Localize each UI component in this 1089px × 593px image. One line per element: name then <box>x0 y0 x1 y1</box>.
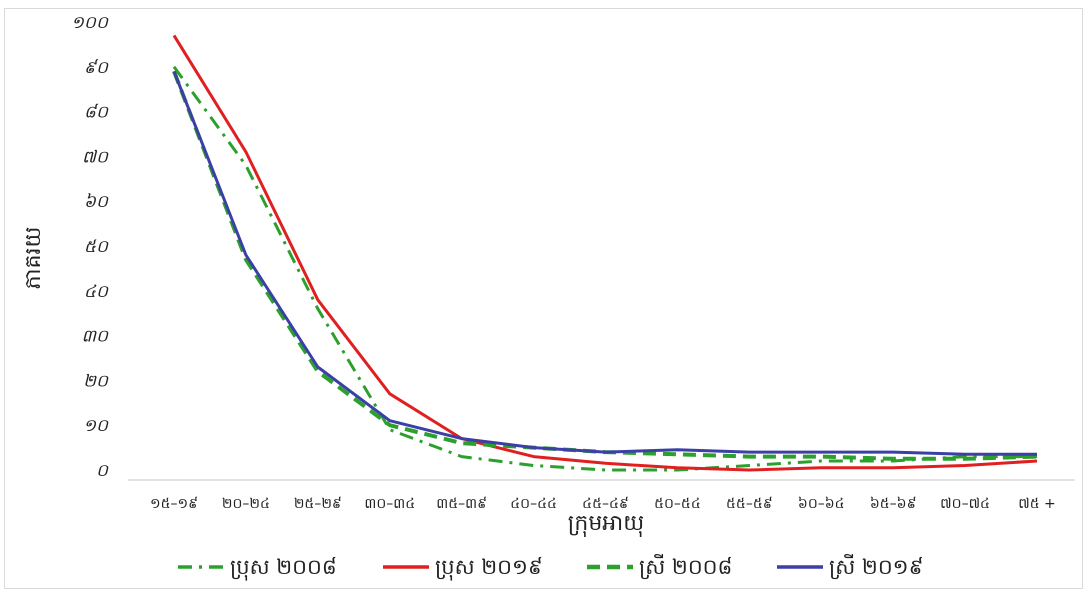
x-tick-label: ៦៥–៦៩ <box>870 496 917 512</box>
x-tick-label: ៦០–៦៤ <box>798 496 845 512</box>
x-tick-label: ៧០–៧៤ <box>940 496 990 512</box>
series-line <box>172 65 1037 472</box>
y-tick-label: ៥០ <box>84 237 110 257</box>
x-axis-title: ក្រុមអាយុ <box>568 511 644 537</box>
legend-label: ស្រី ២០០៨ <box>639 554 732 580</box>
y-tick-label: ០ <box>96 461 110 481</box>
x-axis-ticks: ១៥–១៩ ២០–២៤ ២៥–២៩ ៣០–៣៤ ៣៥–៣៩ ៤០–៤៤ ៤៥–៤៩ ៥០–៥៤… <box>150 496 1056 512</box>
series-lines <box>172 34 1038 472</box>
x-tick-label: ៤៥–៤៩ <box>582 496 629 512</box>
y-axis-ticks: ០ ១០ ២០ ៣០ ៤០ ៥០ ៦០ ៧០ ៨០ ៩០ ១០០ <box>71 13 110 481</box>
x-tick-label: ៧៥ + <box>1018 496 1056 512</box>
y-axis-title: ភាគរយ <box>21 227 46 290</box>
chart-frame <box>4 8 1083 589</box>
x-tick-label: ២៥–២៩ <box>294 496 342 512</box>
x-tick-label: ៥៥–៥៩ <box>726 496 773 512</box>
y-tick-label: ៤០ <box>84 282 110 302</box>
series-line <box>172 34 1038 472</box>
y-tick-label: ៧០ <box>82 147 110 167</box>
x-tick-label: ១៥–១៩ <box>150 496 198 512</box>
y-tick-label: ៩០ <box>84 58 110 78</box>
x-tick-label: ៤០–៤៤ <box>510 496 557 512</box>
y-tick-label: ១០ <box>83 416 110 436</box>
y-tick-label: ៦០ <box>84 192 110 212</box>
y-tick-label: ៣០ <box>81 327 110 347</box>
y-tick-label: ១០០ <box>71 13 110 33</box>
x-tick-label: ៣៥–៣៩ <box>436 496 487 512</box>
legend-label: ស្រី ២០១៩ <box>829 554 923 580</box>
legend: ប្រុស ២០០៨ ប្រុស ២០១៩ ស្រី ២០០៨ ស្រី ២០១៩ <box>178 554 923 581</box>
series-line <box>172 70 1038 461</box>
legend-label: ប្រុស ២០១៩ <box>435 555 543 581</box>
x-tick-label: ២០–២៤ <box>222 496 270 512</box>
series-line <box>172 70 1037 456</box>
x-tick-label: ៣០–៣៤ <box>364 496 415 512</box>
legend-label: ប្រុស ២០០៨ <box>230 555 337 581</box>
y-tick-label: ៨០ <box>84 103 110 123</box>
x-tick-label: ៥០–៥៤ <box>654 496 701 512</box>
y-tick-label: ២០ <box>83 371 110 391</box>
